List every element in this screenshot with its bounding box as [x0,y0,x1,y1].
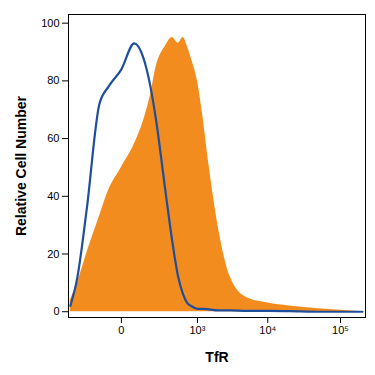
svg-text:10³: 10³ [189,324,205,336]
svg-text:10⁴: 10⁴ [259,324,276,336]
svg-text:Relative Cell Number: Relative Cell Number [13,95,29,236]
svg-text:0: 0 [118,324,124,336]
svg-text:10⁵: 10⁵ [332,324,349,336]
svg-text:20: 20 [47,248,59,260]
svg-text:40: 40 [47,190,59,202]
svg-text:100: 100 [41,17,59,29]
svg-text:0: 0 [53,305,59,317]
svg-text:TfR: TfR [205,349,228,365]
svg-text:60: 60 [47,132,59,144]
svg-text:80: 80 [47,74,59,86]
